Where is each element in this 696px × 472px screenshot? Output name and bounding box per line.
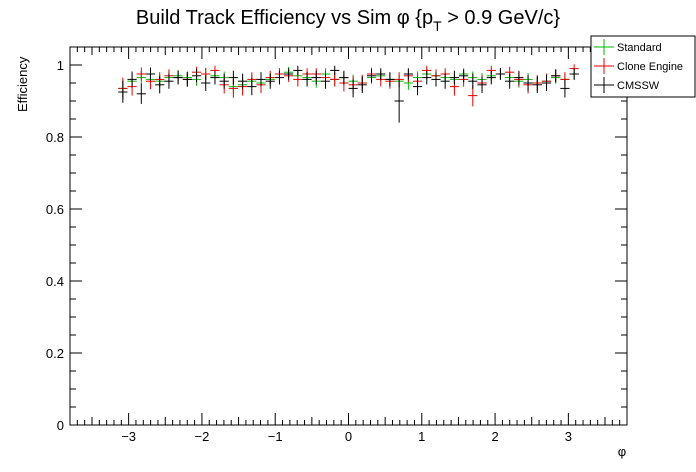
data-point	[551, 69, 561, 83]
data-point	[394, 79, 404, 123]
data-point	[532, 76, 542, 94]
data-point	[514, 70, 524, 85]
legend-entry: Standard	[594, 39, 662, 55]
data-point	[357, 76, 367, 94]
data-point	[136, 83, 146, 104]
data-point	[449, 70, 460, 85]
data-point	[228, 70, 238, 85]
data-point	[440, 73, 450, 89]
data-point	[348, 79, 358, 98]
x-tick-label: −1	[268, 429, 283, 444]
data-point	[127, 71, 137, 88]
data-point	[173, 70, 183, 85]
y-axis-label: Efficiency	[15, 56, 30, 112]
legend-entry: CMSSW	[594, 77, 660, 93]
x-tick-label: −2	[195, 429, 210, 444]
data-point	[136, 67, 146, 81]
y-axis-tick-labels: 0 0.2 0.4 0.6 0.8 1	[46, 58, 64, 433]
data-point	[237, 73, 248, 89]
data-point	[477, 76, 487, 94]
data-point	[459, 69, 469, 83]
data-point	[293, 65, 303, 76]
data-point	[155, 76, 165, 94]
data-point	[330, 65, 340, 76]
x-tick-label: 0	[345, 429, 352, 444]
series-cmssw	[118, 65, 579, 123]
data-point	[495, 68, 506, 80]
data-point	[118, 81, 128, 103]
data-point	[486, 70, 496, 85]
plot-frame	[69, 46, 628, 426]
data-point	[468, 73, 478, 89]
data-point	[560, 79, 570, 98]
data-point	[541, 75, 552, 91]
data-point	[210, 70, 220, 85]
data-point	[339, 70, 349, 85]
x-tick-label: −3	[121, 429, 136, 444]
data-point	[376, 68, 386, 80]
data-point	[569, 68, 579, 80]
data-point	[191, 69, 202, 83]
x-axis-ticks	[69, 47, 628, 425]
chart-title-subscript: T	[433, 18, 442, 34]
data-series	[118, 64, 579, 123]
legend-label: Standard	[617, 42, 662, 54]
data-point	[265, 73, 275, 89]
y-tick-label: 1	[57, 58, 64, 73]
y-tick-label: 0.6	[46, 202, 64, 217]
data-point	[182, 72, 192, 87]
data-point	[256, 72, 266, 87]
y-tick-label: 0	[57, 418, 64, 433]
y-axis-ticks	[70, 46, 627, 426]
data-point	[311, 70, 321, 85]
y-tick-label: 0.2	[46, 346, 64, 361]
y-tick-label: 0.8	[46, 130, 64, 145]
data-point	[523, 75, 533, 91]
legend-label: CMSSW	[617, 80, 660, 92]
data-point	[247, 77, 257, 96]
x-tick-label: 1	[418, 429, 425, 444]
data-point	[366, 69, 377, 83]
data-point	[274, 70, 285, 85]
data-point	[302, 72, 312, 87]
data-point	[201, 75, 211, 91]
x-tick-label: 3	[565, 429, 572, 444]
data-point	[505, 73, 515, 89]
x-axis-tick-labels: −3 −2 −1 0 1 2 3	[121, 429, 572, 444]
data-point	[164, 73, 174, 89]
chart-title: Build Track Efficiency vs Sim φ {pT > 0.…	[136, 7, 560, 34]
data-point	[422, 70, 432, 85]
data-point	[431, 72, 441, 87]
chart-title-prefix: Build Track Efficiency vs Sim φ {p	[136, 7, 433, 29]
x-axis-label: φ	[618, 444, 626, 459]
legend: Standard Clone Engine CMSSW	[590, 35, 696, 98]
data-point	[219, 73, 229, 89]
legend-entry: Clone Engine	[594, 58, 683, 74]
data-point	[145, 67, 156, 81]
y-tick-label: 0.4	[46, 274, 64, 289]
data-point	[412, 77, 423, 96]
chart-title-suffix: > 0.9 GeV/c}	[442, 7, 561, 29]
data-point	[284, 68, 294, 80]
data-point	[320, 73, 331, 89]
x-tick-label: 2	[491, 429, 498, 444]
legend-label: Clone Engine	[617, 61, 683, 73]
data-point	[403, 68, 413, 80]
data-point	[385, 72, 395, 87]
